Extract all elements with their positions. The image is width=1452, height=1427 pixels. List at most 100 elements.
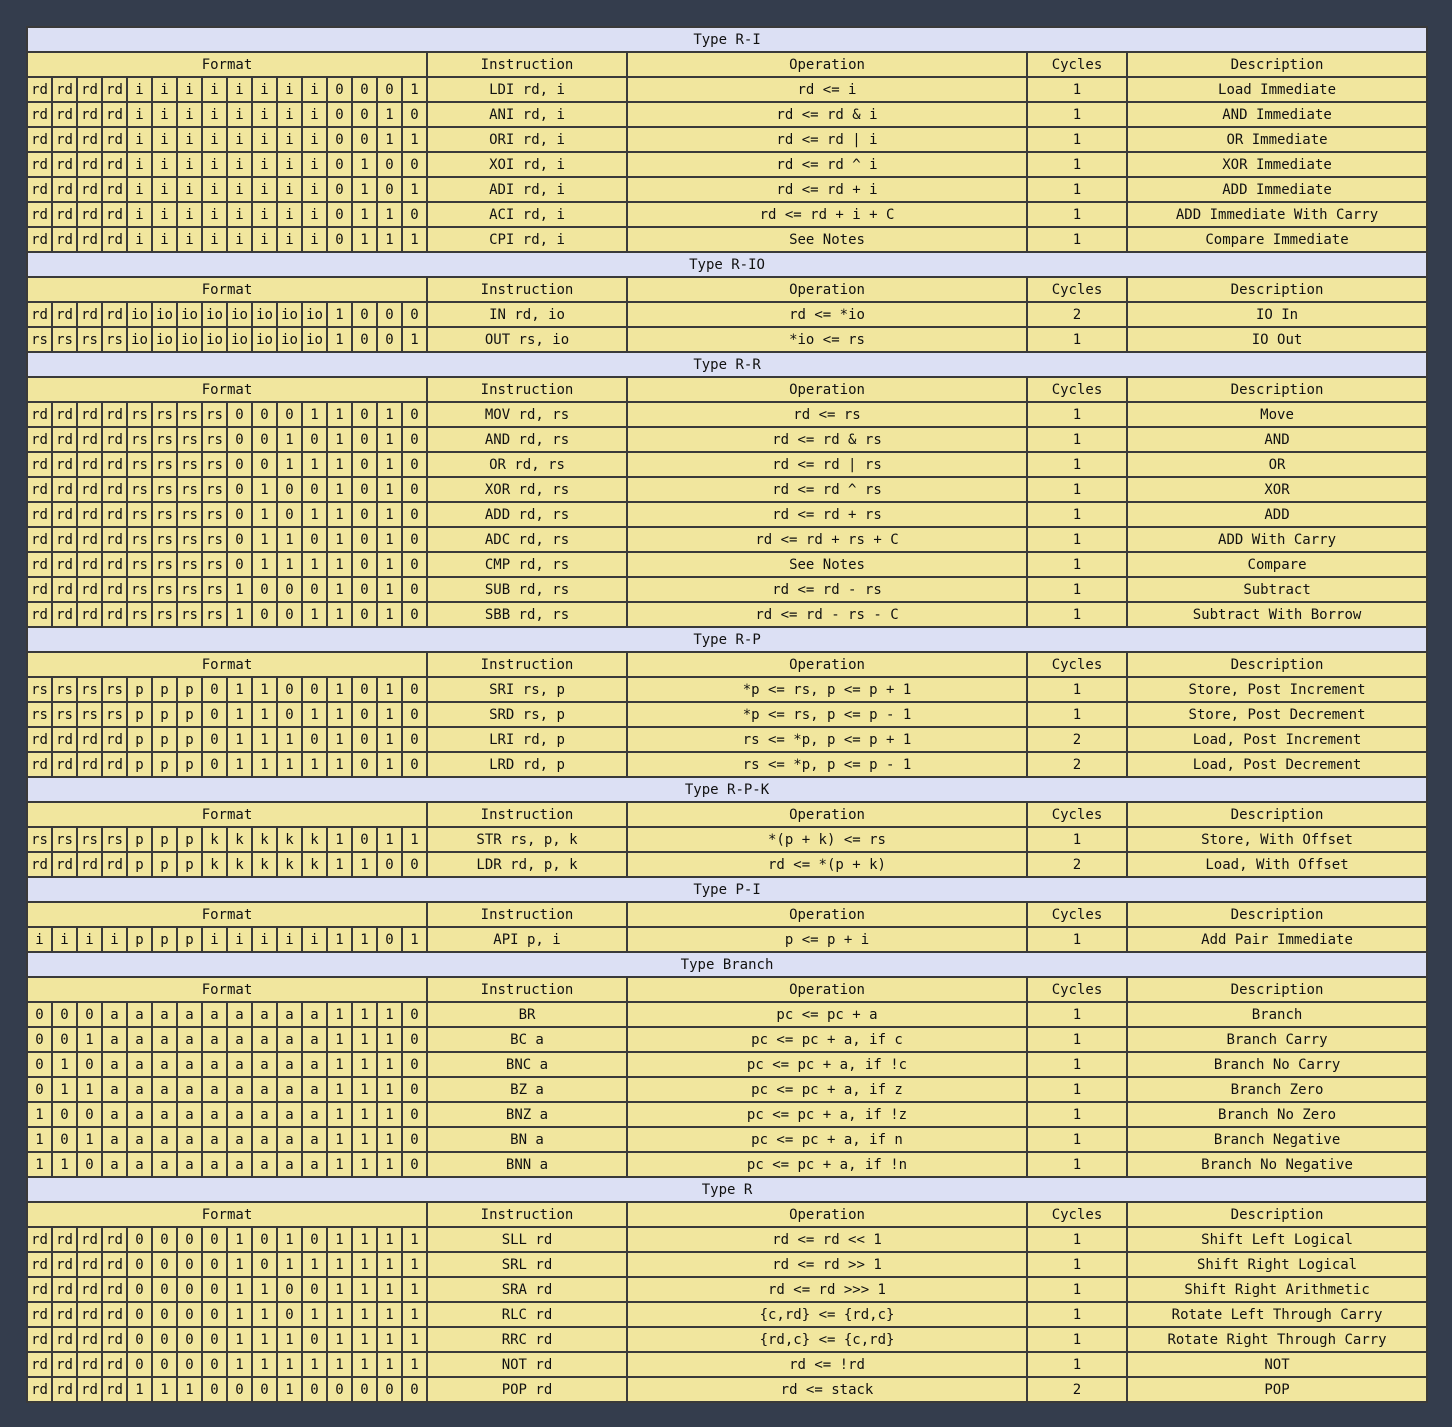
description-text: ADD Immediate xyxy=(1125,176,1429,203)
format-bit: i xyxy=(126,126,153,153)
format-bit: k xyxy=(301,851,328,878)
format-bit: 0 xyxy=(276,601,303,628)
section-title: Type R-IO xyxy=(25,251,1429,278)
cycles-value: 1 xyxy=(1026,576,1128,603)
instruction-row: 0 1 0 a a a a a a a a a 1 1 1 0 BNC a pc <= pc + a, if !c… xyxy=(26,1051,1429,1078)
format-bit: 1 xyxy=(326,1151,353,1178)
format-bit: 1 xyxy=(326,426,353,453)
format-bit: 0 xyxy=(276,1301,303,1328)
format-bit: 1 xyxy=(401,1301,428,1328)
format-bit: rs xyxy=(101,326,128,353)
format-bit: 0 xyxy=(301,576,328,603)
operation-text: *p <= rs, p <= p - 1 xyxy=(626,701,1028,728)
format-bit: 0 xyxy=(201,1226,228,1253)
format-bit: io xyxy=(276,326,303,353)
section-title-row: Type R-I xyxy=(25,26,1429,53)
header-instruction: Instruction xyxy=(426,51,628,78)
format-bit: i xyxy=(251,76,278,103)
header-operation: Operation xyxy=(626,976,1028,1003)
section-title-row: Type R-IO xyxy=(25,251,1429,278)
cycles-value: 1 xyxy=(1026,1226,1128,1253)
format-bit: 1 xyxy=(351,851,378,878)
instruction-mnemonic: SUB rd, rs xyxy=(426,576,628,603)
format-bit: p xyxy=(151,701,178,728)
operation-text: rs <= *p, p <= p + 1 xyxy=(626,726,1028,753)
format-bit: p xyxy=(151,926,178,953)
operation-text: *p <= rs, p <= p + 1 xyxy=(626,676,1028,703)
cycles-value: 1 xyxy=(1026,526,1128,553)
format-bit: rd xyxy=(26,576,53,603)
cycles-value: 1 xyxy=(1026,926,1128,953)
format-bit: k xyxy=(201,826,228,853)
header-cycles: Cycles xyxy=(1026,51,1128,78)
format-bit: 0 xyxy=(351,401,378,428)
format-bit: rd xyxy=(26,176,53,203)
header-instruction: Instruction xyxy=(426,1201,628,1228)
format-bit: 0 xyxy=(251,1251,278,1278)
format-bit: 1 xyxy=(376,1301,403,1328)
format-bit: 1 xyxy=(351,1001,378,1028)
format-bit: 1 xyxy=(351,1251,378,1278)
format-bit: 0 xyxy=(351,476,378,503)
format-bit: 0 xyxy=(201,751,228,778)
header-operation: Operation xyxy=(626,276,1028,303)
format-bit: 1 xyxy=(351,151,378,178)
format-bit: 0 xyxy=(251,426,278,453)
format-bit: rd xyxy=(51,576,78,603)
format-bit: 0 xyxy=(351,126,378,153)
format-bit: rd xyxy=(26,1276,53,1303)
header-format: Format xyxy=(26,651,428,678)
description-text: Load, Post Increment xyxy=(1125,726,1429,753)
format-bit: i xyxy=(276,226,303,253)
header-format: Format xyxy=(26,901,428,928)
header-description: Description xyxy=(1125,276,1429,303)
format-bit: 0 xyxy=(376,851,403,878)
format-bit: i xyxy=(126,151,153,178)
format-bit: rd xyxy=(26,1326,53,1353)
section-title-row: Type P-I xyxy=(25,876,1429,903)
format-bit: rd xyxy=(51,851,78,878)
operation-text: rd <= rd ^ rs xyxy=(626,476,1028,503)
operation-text: rd <= !rd xyxy=(626,1351,1028,1378)
operation-text: rd <= rd & i xyxy=(626,101,1028,128)
format-bit: p xyxy=(126,926,153,953)
format-bit: i xyxy=(276,201,303,228)
cycles-value: 1 xyxy=(1026,1301,1128,1328)
format-bit: rs xyxy=(76,676,103,703)
format-bit: 1 xyxy=(276,526,303,553)
format-bit: 1 xyxy=(401,1276,428,1303)
format-bit: 1 xyxy=(376,1051,403,1078)
format-bit: a xyxy=(276,1026,303,1053)
format-bit: i xyxy=(176,76,203,103)
cycles-value: 1 xyxy=(1026,1051,1128,1078)
format-bit: 0 xyxy=(201,1351,228,1378)
format-bit: a xyxy=(226,1101,253,1128)
format-bit: io xyxy=(226,301,253,328)
header-description: Description xyxy=(1125,51,1429,78)
format-bit: 1 xyxy=(351,1126,378,1153)
instruction-mnemonic: IN rd, io xyxy=(426,301,628,328)
cycles-value: 1 xyxy=(1026,426,1128,453)
instruction-mnemonic: MOV rd, rs xyxy=(426,401,628,428)
instruction-mnemonic: RLC rd xyxy=(426,1301,628,1328)
format-bit: rd xyxy=(76,726,103,753)
description-text: Load, Post Decrement xyxy=(1125,751,1429,778)
format-bit: rd xyxy=(51,1351,78,1378)
format-bit: i xyxy=(151,101,178,128)
cycles-value: 2 xyxy=(1026,726,1128,753)
column-header-row: Format Instruction Operation Cycles Descript… xyxy=(26,51,1429,78)
format-bit: p xyxy=(126,726,153,753)
format-bit: 0 xyxy=(126,1276,153,1303)
format-bit: i xyxy=(76,926,103,953)
description-text: Shift Right Arithmetic xyxy=(1125,1276,1429,1303)
format-bit: 0 xyxy=(301,426,328,453)
operation-text: pc <= pc + a, if !z xyxy=(626,1101,1028,1128)
format-bit: rd xyxy=(26,1301,53,1328)
format-bit: 1 xyxy=(351,201,378,228)
format-bit: 1 xyxy=(351,926,378,953)
section-title: Type Branch xyxy=(25,951,1429,978)
format-bit: i xyxy=(201,926,228,953)
format-bit: 1 xyxy=(251,1276,278,1303)
format-bit: 0 xyxy=(401,1151,428,1178)
operation-text: rd <= rd >> 1 xyxy=(626,1251,1028,1278)
